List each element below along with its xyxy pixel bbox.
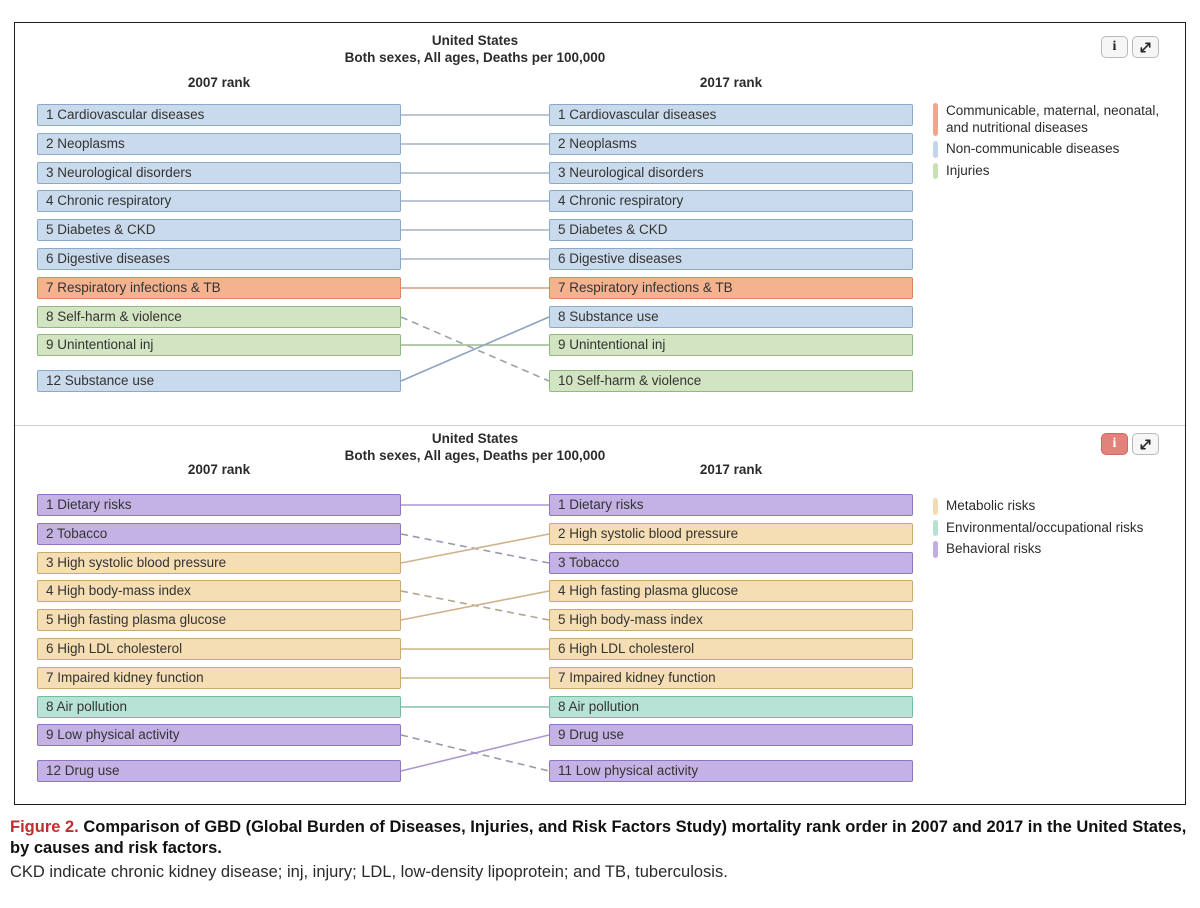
chart-toolbar: i (1101, 433, 1159, 455)
legend-item: Metabolic risks (933, 498, 1175, 515)
rank-bar: 8 Air pollution (37, 696, 401, 718)
legend-swatch (933, 541, 938, 558)
rank-bar: 2 Tobacco (37, 523, 401, 545)
rank-bar: 6 Digestive diseases (549, 248, 913, 270)
rank-bar: 1 Dietary risks (549, 494, 913, 516)
chart-title-block: United States Both sexes, All ages, Deat… (37, 32, 913, 66)
rank-bar: 1 Dietary risks (37, 494, 401, 516)
legend-label: Behavioral risks (946, 541, 1042, 556)
expand-button[interactable] (1132, 36, 1159, 58)
column-header-2007: 2007 rank (187, 75, 251, 90)
figure-label: Figure 2. (10, 818, 79, 836)
panel-divider (15, 425, 1185, 426)
chart-risk-factors: United States Both sexes, All ages, Deat… (15, 426, 1185, 804)
rank-bar: 9 Low physical activity (37, 724, 401, 746)
column-header-2017: 2017 rank (699, 462, 763, 477)
chart-subtitle: Both sexes, All ages, Deaths per 100,000 (344, 50, 606, 65)
column-header-2007: 2007 rank (187, 462, 251, 477)
rank-bar: 4 Chronic respiratory (549, 190, 913, 212)
chart-title: United States (431, 431, 519, 446)
rank-bar: 11 Low physical activity (549, 760, 913, 782)
legend-swatch (933, 141, 938, 158)
cause-group-legend: Communicable, maternal, neonatal, and nu… (933, 103, 1175, 184)
legend-swatch (933, 162, 938, 179)
rank-bar: 5 Diabetes & CKD (37, 219, 401, 241)
rank-bar: 7 Impaired kidney function (37, 667, 401, 689)
rank-bar: 7 Respiratory infections & TB (549, 277, 913, 299)
chart-causes: United States Both sexes, All ages, Deat… (15, 23, 1185, 425)
expand-button[interactable] (1132, 433, 1159, 455)
rank-bar: 12 Substance use (37, 370, 401, 392)
figure-caption-note: CKD indicate chronic kidney disease; inj… (10, 862, 728, 881)
rank-bar: 3 Neurological disorders (37, 162, 401, 184)
rank-bar: 2 Neoplasms (37, 133, 401, 155)
legend-label: Injuries (946, 162, 990, 178)
info-button[interactable]: i (1101, 36, 1128, 58)
legend-label: Metabolic risks (946, 498, 1036, 513)
rank-bar: 6 Digestive diseases (37, 248, 401, 270)
info-icon: i (1112, 39, 1117, 54)
rank-bar: 1 Cardiovascular diseases (37, 104, 401, 126)
rank-bar: 9 Unintentional inj (37, 334, 401, 356)
chart-subtitle: Both sexes, All ages, Deaths per 100,000 (344, 448, 606, 463)
info-button[interactable]: i (1101, 433, 1128, 455)
rank-link-dashed (400, 316, 550, 382)
rank-bar: 2 High systolic blood pressure (549, 523, 913, 545)
rank-bar: 3 High systolic blood pressure (37, 552, 401, 574)
rank-bar: 3 Tobacco (549, 552, 913, 574)
rank-change-connectors (400, 114, 550, 382)
rank-bar: 7 Impaired kidney function (549, 667, 913, 689)
rank-bar: 9 Drug use (549, 724, 913, 746)
legend-swatch (933, 103, 938, 136)
expand-icon (1139, 41, 1152, 54)
legend-label: Communicable, maternal, neonatal, and nu… (946, 103, 1160, 135)
rank-bar: 9 Unintentional inj (549, 334, 913, 356)
rank-change-connectors (400, 504, 550, 772)
rank-link-solid (400, 590, 550, 621)
rank-link-solid (400, 734, 550, 772)
legend-item: Environmental/occupational risks (933, 519, 1175, 536)
rank-bar: 3 Neurological disorders (549, 162, 913, 184)
legend-swatch (933, 498, 938, 515)
rank-bar: 12 Drug use (37, 760, 401, 782)
rank-bar: 8 Substance use (549, 306, 913, 328)
rank-bar: 8 Self-harm & violence (37, 306, 401, 328)
rank-link-solid (400, 533, 550, 564)
rank-bar: 5 Diabetes & CKD (549, 219, 913, 241)
chart-title: United States (431, 33, 519, 48)
rank-bar: 7 Respiratory infections & TB (37, 277, 401, 299)
legend-swatch (933, 519, 938, 536)
legend-item: Injuries (933, 162, 1175, 179)
rank-bar: 4 High fasting plasma glucose (549, 580, 913, 602)
info-icon: i (1112, 436, 1117, 451)
figure-caption-text: Comparison of GBD (Global Burden of Dise… (10, 818, 1187, 858)
rank-bar: 6 High LDL cholesterol (37, 638, 401, 660)
rank-bar: 5 High body-mass index (549, 609, 913, 631)
rank-link-solid (400, 316, 550, 382)
chart-title-block: United States Both sexes, All ages, Deat… (37, 430, 913, 464)
rank-bar: 10 Self-harm & violence (549, 370, 913, 392)
legend-label: Non-communicable diseases (946, 141, 1120, 156)
rank-bar: 4 High body-mass index (37, 580, 401, 602)
rank-bar: 6 High LDL cholesterol (549, 638, 913, 660)
risk-group-legend: Metabolic risks Environmental/occupationa… (933, 498, 1175, 563)
legend-item: Behavioral risks (933, 541, 1175, 558)
rank-bar: 2 Neoplasms (549, 133, 913, 155)
legend-label: Environmental/occupational risks (946, 519, 1144, 535)
rank-bar: 8 Air pollution (549, 696, 913, 718)
rank-charts-panel: United States Both sexes, All ages, Deat… (14, 22, 1186, 805)
legend-item: Non-communicable diseases (933, 141, 1175, 158)
rank-bar: 5 High fasting plasma glucose (37, 609, 401, 631)
rank-bar: 1 Cardiovascular diseases (549, 104, 913, 126)
chart-toolbar: i (1101, 36, 1159, 58)
legend-item: Communicable, maternal, neonatal, and nu… (933, 103, 1175, 136)
column-header-2017: 2017 rank (699, 75, 763, 90)
expand-icon (1139, 438, 1152, 451)
figure-caption-title: Figure 2. Comparison of GBD (Global Burd… (10, 817, 1190, 860)
figure-caption: Figure 2. Comparison of GBD (Global Burd… (10, 817, 1190, 883)
rank-bar: 4 Chronic respiratory (37, 190, 401, 212)
